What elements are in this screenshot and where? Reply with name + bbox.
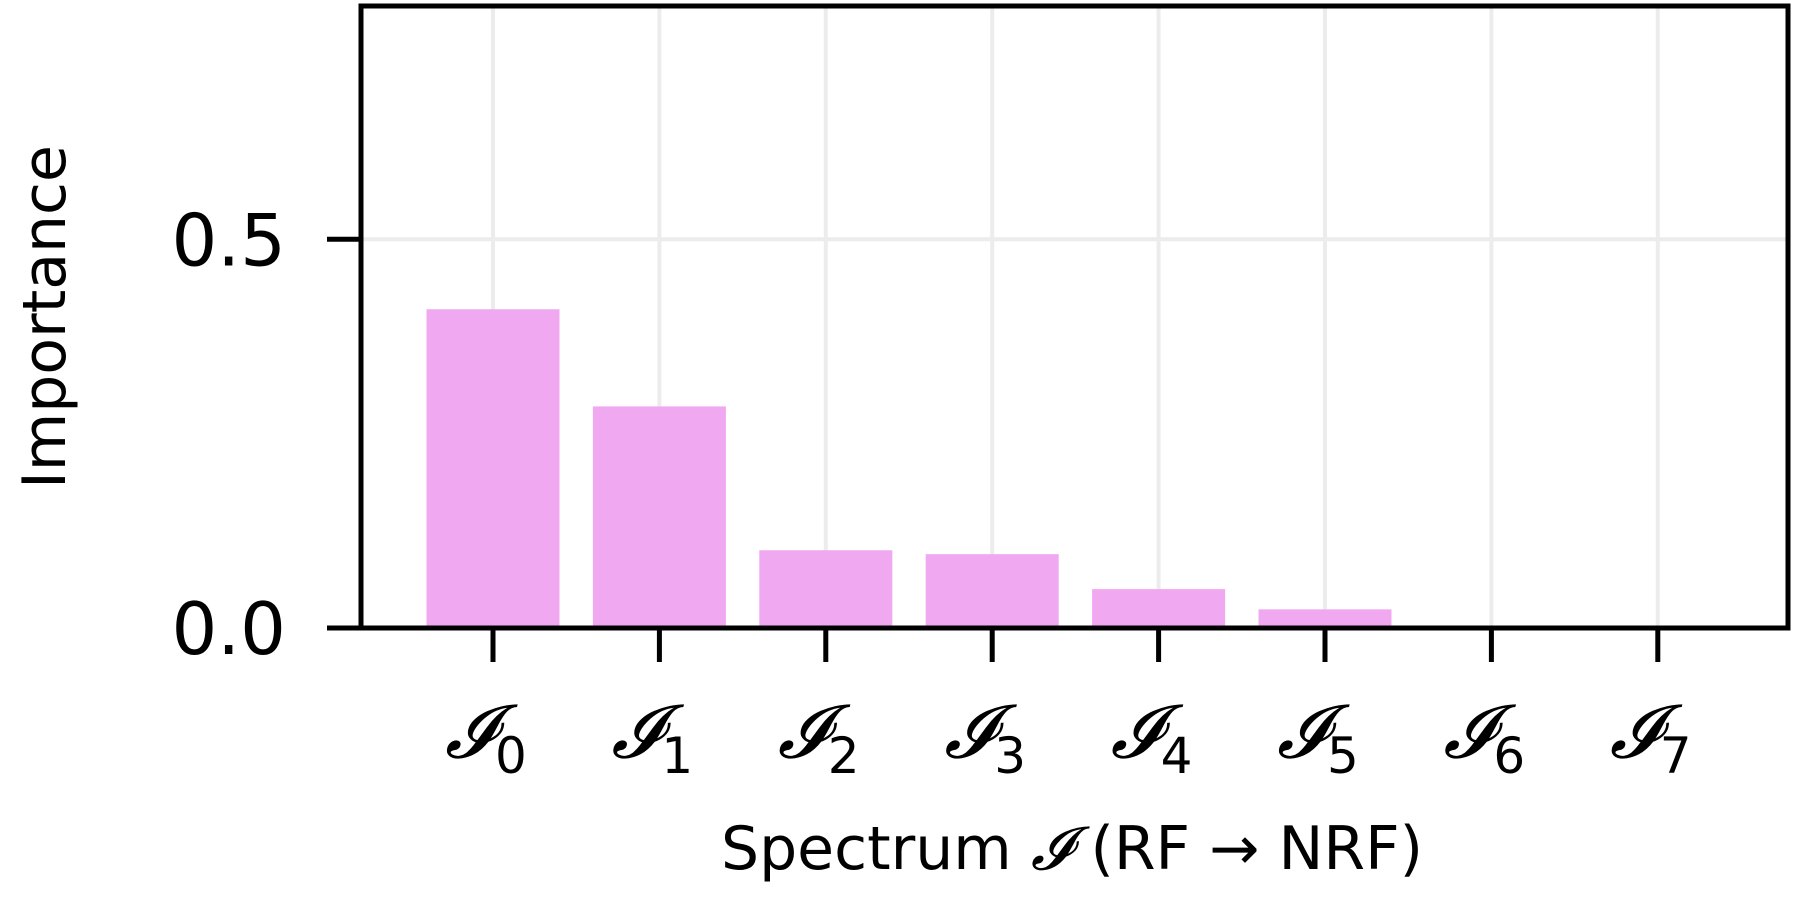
- x-tick-label-subscript: 1: [661, 727, 693, 785]
- x-tick-label-subscript: 2: [828, 727, 860, 785]
- y-tick-label-0: 0.0: [171, 587, 286, 671]
- x-tick-label-subscript: 6: [1493, 727, 1525, 785]
- bar-0: [426, 309, 560, 628]
- bar-2: [759, 550, 893, 628]
- x-axis-title: Spectrum 𝓘 (RF → NRF): [721, 814, 1423, 884]
- bars: [426, 309, 1558, 628]
- x-tick-label-subscript: 0: [495, 727, 527, 785]
- bar-1: [592, 406, 726, 628]
- y-tick-label-1: 0.5: [171, 198, 286, 282]
- grid-lines: [361, 6, 1788, 630]
- x-tick-label-subscript: 5: [1327, 727, 1359, 785]
- x-axis-title-prefix: Spectrum: [721, 814, 1031, 884]
- bar-5: [1258, 609, 1392, 628]
- x-tick-label-subscript: 7: [1660, 727, 1692, 785]
- x-tick-label-subscript: 3: [994, 727, 1026, 785]
- bar-4: [1092, 589, 1226, 628]
- y-axis-title: Importance: [10, 145, 80, 489]
- axis-ticks: 0.0 0.5: [171, 198, 1661, 671]
- x-tick-label-subscript: 4: [1161, 727, 1193, 785]
- plot-area-frame: [358, 3, 1791, 631]
- x-axis-title-suffix: (RF → NRF): [1071, 814, 1423, 884]
- bar-3: [925, 554, 1059, 628]
